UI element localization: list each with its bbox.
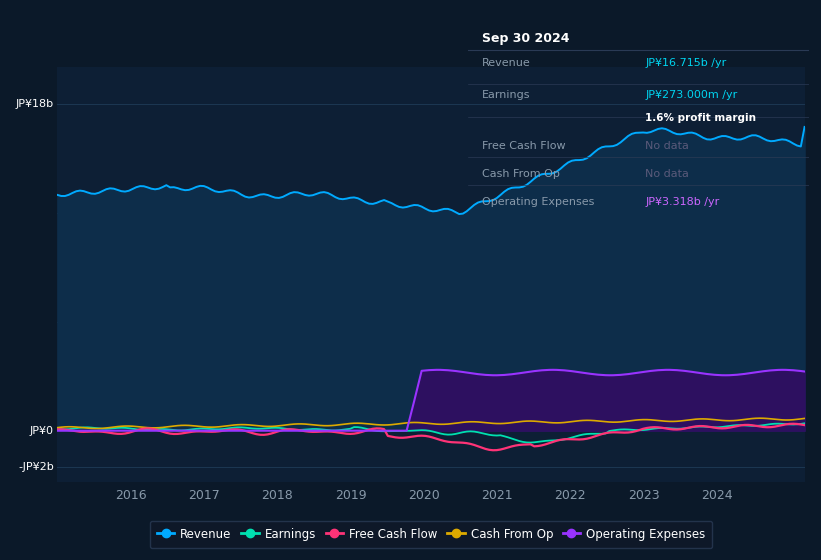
Legend: Revenue, Earnings, Free Cash Flow, Cash From Op, Operating Expenses: Revenue, Earnings, Free Cash Flow, Cash … xyxy=(149,521,713,548)
Text: Cash From Op: Cash From Op xyxy=(482,169,559,179)
Text: Operating Expenses: Operating Expenses xyxy=(482,197,594,207)
Text: JP¥3.318b /yr: JP¥3.318b /yr xyxy=(645,197,719,207)
Text: JP¥0: JP¥0 xyxy=(30,426,53,436)
Text: JP¥16.715b /yr: JP¥16.715b /yr xyxy=(645,58,727,68)
Text: JP¥18b: JP¥18b xyxy=(16,99,53,109)
Text: 1.6% profit margin: 1.6% profit margin xyxy=(645,113,756,123)
Text: Earnings: Earnings xyxy=(482,90,530,100)
Text: Revenue: Revenue xyxy=(482,58,530,68)
Text: Free Cash Flow: Free Cash Flow xyxy=(482,141,565,151)
Text: No data: No data xyxy=(645,141,689,151)
Text: -JP¥2b: -JP¥2b xyxy=(18,462,53,472)
Text: JP¥273.000m /yr: JP¥273.000m /yr xyxy=(645,90,737,100)
Text: Sep 30 2024: Sep 30 2024 xyxy=(482,32,569,45)
Text: No data: No data xyxy=(645,169,689,179)
